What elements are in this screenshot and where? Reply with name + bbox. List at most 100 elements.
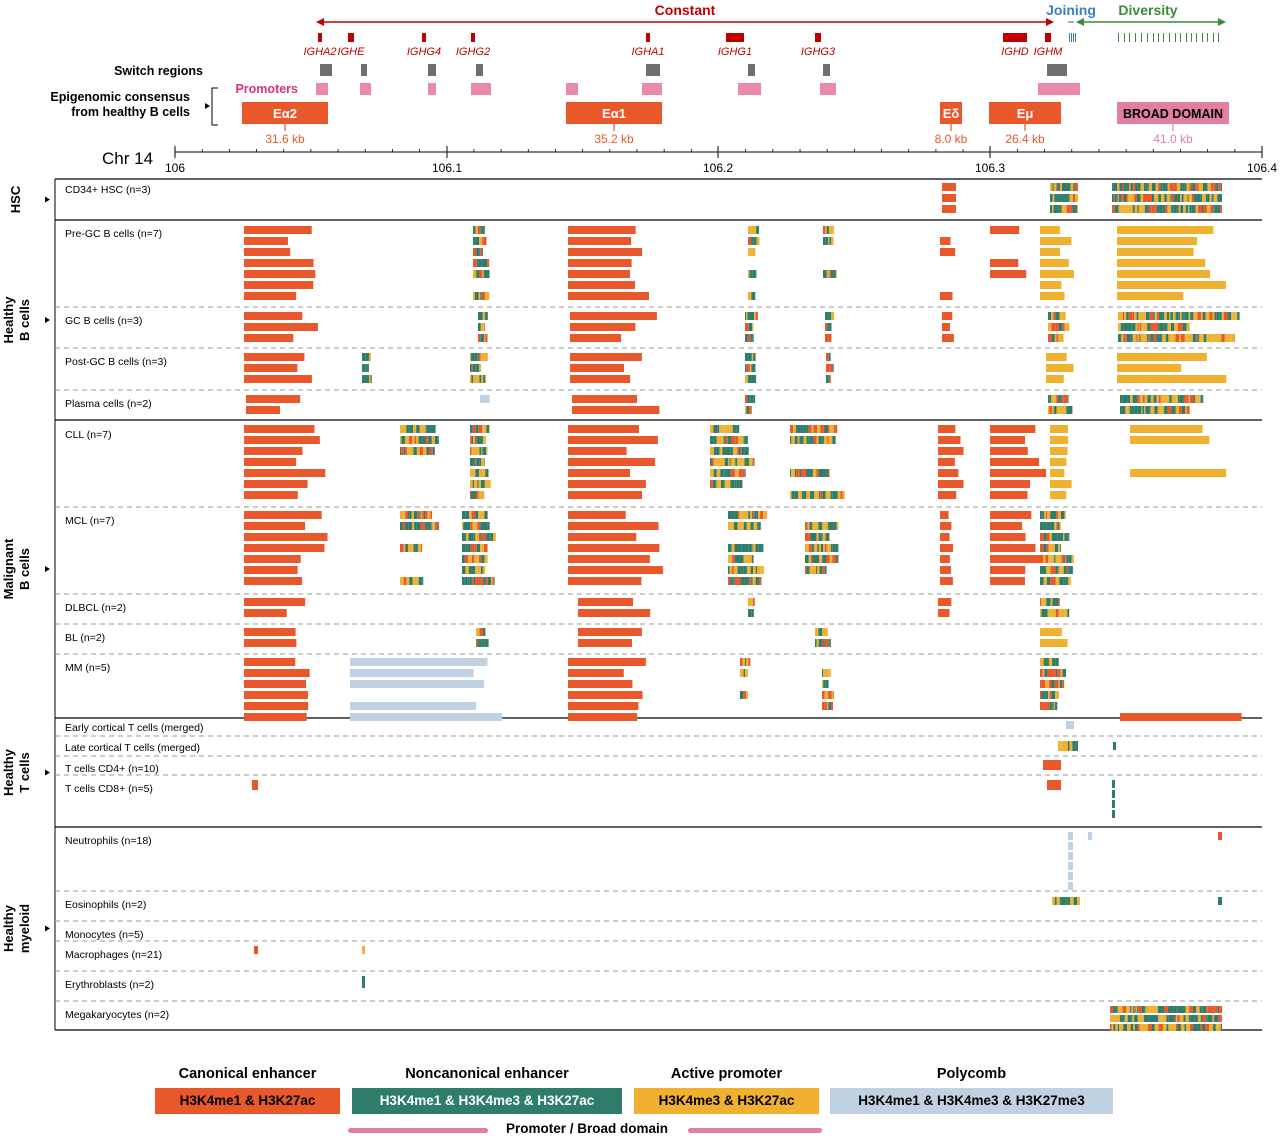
chromatin-mark [825,334,829,342]
chromatin-mark [1182,183,1185,191]
chromatin-mark [1051,312,1054,320]
chromatin-mark [990,577,1025,585]
chromatin-mark [1047,598,1051,606]
chromatin-mark [1130,425,1203,433]
chromatin-mark [1066,566,1069,574]
chromatin-mark [244,323,318,331]
chromatin-mark [807,522,810,530]
chromatin-mark [1162,1015,1167,1022]
chromatin-mark [1154,312,1156,320]
chromatin-mark [492,577,494,585]
chromatin-mark [750,226,755,234]
chromatin-mark [1167,1006,1170,1013]
chromatin-mark [425,425,427,433]
domain-box [242,102,328,124]
chromatin-mark [484,555,487,563]
chromatin-mark [1119,1024,1124,1031]
chromatin-mark [1068,533,1070,541]
promoter-region [471,83,491,95]
chromatin-mark [1050,480,1072,488]
chromatin-mark [753,522,758,530]
chromatin-mark [822,691,825,699]
chromatin-mark [1130,183,1133,191]
chromatin-mark [1059,312,1062,320]
chromatin-mark [1197,1015,1201,1022]
chromatin-mark [825,680,829,688]
chromatin-mark [734,544,739,552]
chromatin-mark [1058,741,1061,751]
group-title: Healthy [1,296,16,344]
chromatin-mark [740,447,742,455]
chromatin-mark [476,248,480,256]
chromatin-mark [942,194,956,202]
chromatin-mark [826,375,829,383]
chromatin-mark [400,544,404,552]
chromatin-mark [1059,577,1064,585]
chromatin-mark [940,555,950,563]
chromatin-mark [1064,533,1068,541]
chromatin-mark [1056,406,1059,414]
switch-region [476,64,483,76]
chromatin-mark [725,436,728,444]
chromatin-mark [1128,183,1131,191]
chromatin-mark [1214,312,1217,320]
chromatin-mark [1068,862,1073,870]
joining-segment [1073,33,1074,42]
chromatin-mark [1053,511,1057,519]
chromatin-mark [833,364,834,372]
chromatin-mark [1048,566,1051,574]
chromatin-mark [721,447,723,455]
chromatin-mark [570,312,657,320]
chromatin-mark [1131,1006,1134,1013]
promoter-broad-label: Promoter / Broad domain [505,1121,669,1136]
chromatin-mark [1043,691,1046,699]
chromatin-mark [730,447,733,455]
chromatin-mark [828,353,831,361]
chromatin-mark [752,270,756,278]
chromatin-mark [1118,205,1123,213]
chromatin-mark [1205,1024,1209,1031]
chromatin-mark [743,566,747,574]
chromatin-mark [483,522,488,530]
chromatin-mark [752,598,755,606]
chromatin-mark [1220,1024,1222,1031]
chromatin-mark [1112,205,1115,213]
domain-box [566,102,662,124]
chromatin-mark [1123,194,1127,202]
chromatin-mark [1223,312,1228,320]
chromatin-mark [422,436,426,444]
chromatin-mark [244,511,322,519]
chromatin-mark [1209,194,1212,202]
chromatin-mark [1050,522,1055,530]
chromatin-mark [462,577,465,585]
chromatin-mark [1206,1006,1208,1013]
chromatin-mark [1064,609,1068,617]
chromatin-mark [835,270,837,278]
chromatin-mark [757,522,759,530]
chromatin-mark [1144,395,1148,403]
chromatin-mark [1056,334,1059,342]
chromatin-mark [1066,555,1069,563]
chromatin-mark [432,447,435,455]
chromatin-mark [741,436,744,444]
chromatin-mark [568,669,624,677]
chromatin-mark [467,577,470,585]
chromatin-mark [420,522,424,530]
chromatin-mark [1060,183,1063,191]
chromatin-mark [1120,323,1124,331]
chromatin-mark [568,713,638,721]
chromatin-mark [1120,395,1123,403]
chromatin-mark [473,237,476,245]
chromatin-mark [402,425,407,433]
chromatin-mark [1058,406,1062,414]
chromatin-mark [751,237,754,245]
chromatin-mark [712,480,716,488]
chromatin-mark [741,544,746,552]
chromatin-mark [1137,334,1140,342]
chromatin-mark [1186,1024,1191,1031]
gene-label-ighg4: IGHG4 [407,46,441,58]
chromatin-mark [418,436,421,444]
chromatin-mark [1180,183,1183,191]
chromatin-mark [1046,353,1067,361]
